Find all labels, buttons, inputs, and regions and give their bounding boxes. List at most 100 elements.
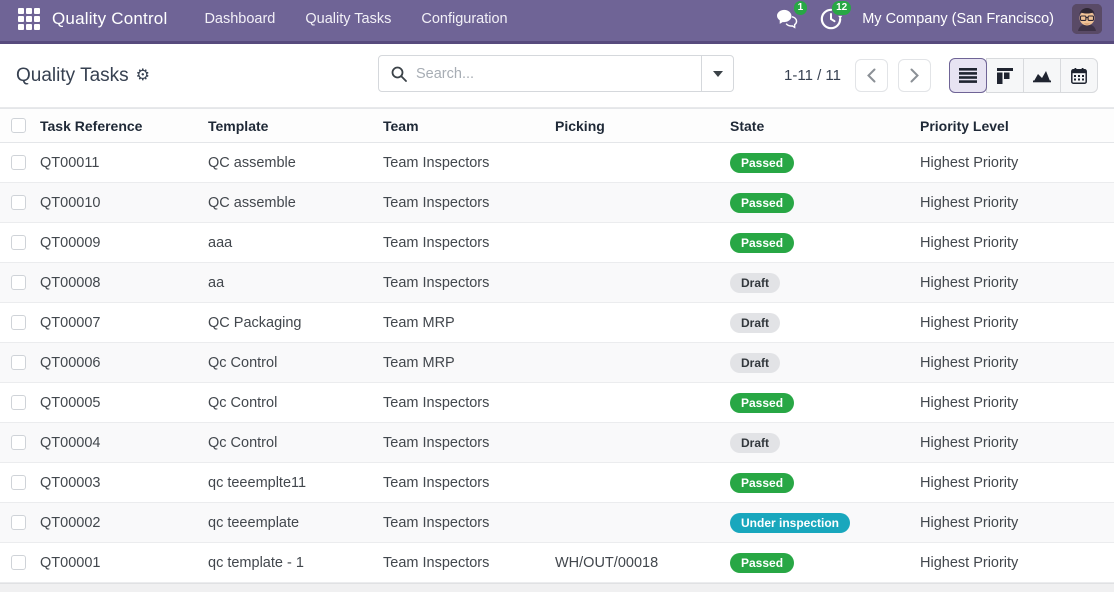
state-badge: Passed [730,392,795,413]
cell-task-reference: QT00001 [40,542,208,583]
column-header-team[interactable]: Team [383,108,555,143]
cell-team: Team Inspectors [383,142,555,183]
state-badge: Draft [730,272,781,293]
table-row[interactable]: QT00006 Qc Control Team MRP Draft Highes… [0,342,1114,383]
calendar-view-icon [1071,67,1087,84]
nav-item-quality-tasks[interactable]: Quality Tasks [305,11,392,27]
page-title: Quality Tasks [16,64,129,86]
row-select-cell [0,382,40,423]
messages-button[interactable]: 1 [774,1,808,32]
row-checkbox[interactable] [11,515,26,530]
table-header-row: Task Reference Template Team Picking Sta… [0,108,1114,143]
kanban-view-icon [997,67,1013,84]
cell-template: Qc Control [208,422,383,463]
state-badge: Draft [730,352,781,373]
row-checkbox[interactable] [11,235,26,250]
table-row[interactable]: QT00003 qc teeemplte11 Team Inspectors P… [0,462,1114,503]
state-badge: Passed [730,192,795,213]
table-row[interactable]: QT00005 Qc Control Team Inspectors Passe… [0,382,1114,423]
cell-team: Team Inspectors [383,542,555,583]
avatar-image [1072,4,1102,34]
column-header-task-reference[interactable]: Task Reference [40,108,208,143]
cell-picking [555,462,730,503]
cell-state: Passed [730,542,920,583]
nav-item-configuration[interactable]: Configuration [421,11,508,27]
table-row[interactable]: QT00002 qc teeemplate Team Inspectors Un… [0,502,1114,543]
row-select-cell [0,422,40,463]
table-row[interactable]: QT00007 QC Packaging Team MRP Draft High… [0,302,1114,343]
row-select-cell [0,542,40,583]
search-options-toggle[interactable] [701,56,733,91]
table-row[interactable]: QT00008 aa Team Inspectors Draft Highest… [0,262,1114,303]
row-checkbox[interactable] [11,395,26,410]
cell-picking [555,262,730,303]
table-row[interactable]: QT00001 qc template - 1 Team Inspectors … [0,542,1114,583]
row-checkbox[interactable] [11,475,26,490]
cell-task-reference: QT00006 [40,342,208,383]
chevron-left-icon [867,68,876,83]
cell-state: Draft [730,302,920,343]
app-title[interactable]: Quality Control [52,9,168,28]
nav-menu: Dashboard Quality Tasks Configuration [193,4,518,34]
gear-icon[interactable]: ⚙ [135,66,150,84]
row-select-cell [0,182,40,223]
activity-clock-icon [820,8,843,30]
state-badge: Passed [730,152,795,173]
table-row[interactable]: QT00011 QC assemble Team Inspectors Pass… [0,142,1114,183]
row-checkbox[interactable] [11,195,26,210]
cell-team: Team Inspectors [383,262,555,303]
view-list-button[interactable] [949,58,987,93]
row-checkbox[interactable] [11,275,26,290]
table-row[interactable]: QT00009 aaa Team Inspectors Passed Highe… [0,222,1114,263]
pager-next-button[interactable] [898,59,931,92]
view-kanban-button[interactable] [986,58,1024,93]
cell-priority: Highest Priority [920,502,1114,543]
list-view-icon [959,68,977,83]
task-table-body: QT00011 QC assemble Team Inspectors Pass… [0,142,1114,583]
cell-task-reference: QT00003 [40,462,208,503]
table-row[interactable]: QT00010 QC assemble Team Inspectors Pass… [0,182,1114,223]
cell-priority: Highest Priority [920,262,1114,303]
cell-template: aa [208,262,383,303]
column-header-template[interactable]: Template [208,108,383,143]
row-checkbox[interactable] [11,555,26,570]
cell-template: qc template - 1 [208,542,383,583]
view-calendar-button[interactable] [1060,58,1098,93]
cell-task-reference: QT00008 [40,262,208,303]
column-header-picking[interactable]: Picking [555,108,730,143]
user-avatar[interactable] [1072,4,1102,34]
cell-priority: Highest Priority [920,382,1114,423]
cell-priority: Highest Priority [920,142,1114,183]
cell-template: aaa [208,222,383,263]
pager-range: 1-11 / 11 [784,67,841,84]
quality-tasks-table: Task Reference Template Team Picking Sta… [0,108,1114,583]
cell-state: Passed [730,222,920,263]
select-all-checkbox[interactable] [11,118,26,133]
breadcrumb: Quality Tasks ⚙ [16,65,150,87]
table-row[interactable]: QT00004 Qc Control Team Inspectors Draft… [0,422,1114,463]
column-header-state[interactable]: State [730,108,920,143]
row-select-cell [0,262,40,303]
cell-picking [555,302,730,343]
row-select-cell [0,302,40,343]
cell-state: Under inspection [730,502,920,543]
nav-item-dashboard[interactable]: Dashboard [204,11,276,27]
cell-priority: Highest Priority [920,342,1114,383]
view-switcher [949,58,1098,93]
company-switcher[interactable]: My Company (San Francisco) [862,11,1054,27]
row-checkbox[interactable] [11,355,26,370]
activities-button[interactable]: 12 [818,1,852,32]
column-header-priority-level[interactable]: Priority Level [920,108,1114,143]
cell-team: Team MRP [383,302,555,343]
cell-picking [555,182,730,223]
search-input[interactable] [416,65,689,82]
cell-picking [555,342,730,383]
view-graph-button[interactable] [1023,58,1061,93]
apps-menu-icon[interactable] [12,2,46,36]
cell-state: Passed [730,182,920,223]
row-checkbox[interactable] [11,155,26,170]
row-checkbox[interactable] [11,315,26,330]
cell-state: Passed [730,462,920,503]
pager-previous-button[interactable] [855,59,888,92]
row-checkbox[interactable] [11,435,26,450]
